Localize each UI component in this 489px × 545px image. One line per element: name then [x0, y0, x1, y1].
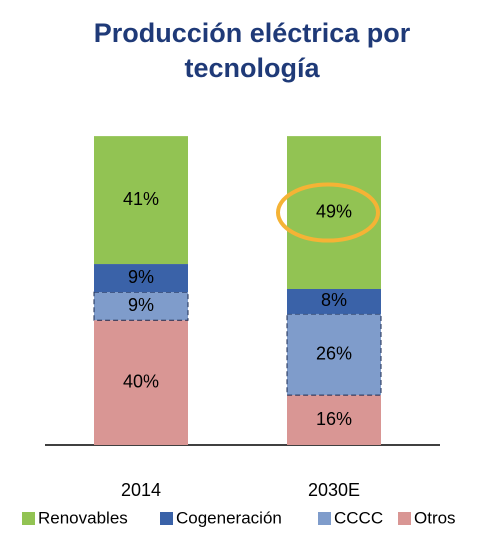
legend-label: Otros — [414, 508, 456, 527]
bar-segment — [286, 313, 382, 396]
legend-label: Renovables — [38, 508, 128, 527]
x-tick-label: 2030E — [308, 480, 360, 500]
chart-title: Producción eléctrica por — [94, 18, 411, 48]
legend-swatch — [398, 512, 411, 525]
bar-segment — [93, 291, 189, 321]
x-tick-label: 2014 — [121, 480, 161, 500]
legend-label: Cogeneración — [176, 508, 282, 527]
legend-swatch — [22, 512, 35, 525]
bar-segment — [94, 136, 188, 265]
chart-title: tecnología — [184, 53, 320, 83]
legend-swatch — [318, 512, 331, 525]
bar-segment — [94, 320, 188, 445]
data-label: 41% — [123, 189, 159, 209]
data-label: 9% — [128, 267, 154, 287]
highlight-ring — [276, 182, 380, 243]
data-label: 9% — [128, 295, 154, 315]
data-label: 49% — [316, 201, 352, 221]
data-label: 26% — [316, 343, 352, 363]
bar-segment — [287, 289, 381, 314]
legend-label: CCCC — [334, 508, 383, 527]
bar-segment — [94, 264, 188, 293]
data-label: 40% — [123, 371, 159, 391]
bar-segment — [287, 136, 381, 289]
bar-segment — [287, 395, 381, 445]
legend-swatch — [160, 512, 173, 525]
data-label: 16% — [316, 409, 352, 429]
data-label: 8% — [321, 290, 347, 310]
